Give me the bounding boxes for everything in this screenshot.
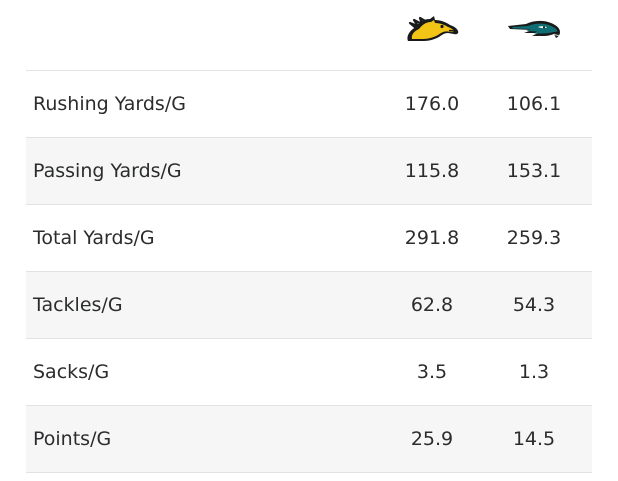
mustang-logo-icon	[407, 16, 459, 41]
away-stat-value: 259.3	[506, 227, 562, 249]
home-stat-value: 3.5	[416, 361, 448, 383]
table-row: Points/G 25.9 14.5	[26, 406, 592, 473]
home-stat-value: 291.8	[404, 227, 460, 249]
away-stat-value: 153.1	[506, 160, 562, 182]
stats-comparison-table: Rushing Yards/G 176.0 106.1 Passing Yard…	[26, 0, 592, 473]
table-header	[26, 0, 592, 71]
table-row: Total Yards/G 291.8 259.3	[26, 205, 592, 272]
away-stat-value: 1.3	[518, 361, 550, 383]
home-stat-value: 176.0	[404, 93, 460, 115]
stat-label: Sacks/G	[33, 361, 110, 383]
stat-label: Rushing Yards/G	[33, 93, 186, 115]
table-row: Tackles/G 62.8 54.3	[26, 272, 592, 339]
table-row: Rushing Yards/G 176.0 106.1	[26, 71, 592, 138]
hawk-logo-icon	[508, 20, 560, 38]
away-stat-value: 106.1	[506, 93, 562, 115]
stat-label: Passing Yards/G	[33, 160, 182, 182]
away-stat-value: 54.3	[512, 294, 556, 316]
away-stat-value: 14.5	[512, 428, 556, 450]
table-row: Passing Yards/G 115.8 153.1	[26, 138, 592, 205]
home-stat-value: 115.8	[404, 160, 460, 182]
home-stat-value: 25.9	[410, 428, 454, 450]
stat-label: Tackles/G	[33, 294, 123, 316]
stat-label: Total Yards/G	[33, 227, 155, 249]
home-stat-value: 62.8	[410, 294, 454, 316]
table-row: Sacks/G 3.5 1.3	[26, 339, 592, 406]
stat-label: Points/G	[33, 428, 112, 450]
